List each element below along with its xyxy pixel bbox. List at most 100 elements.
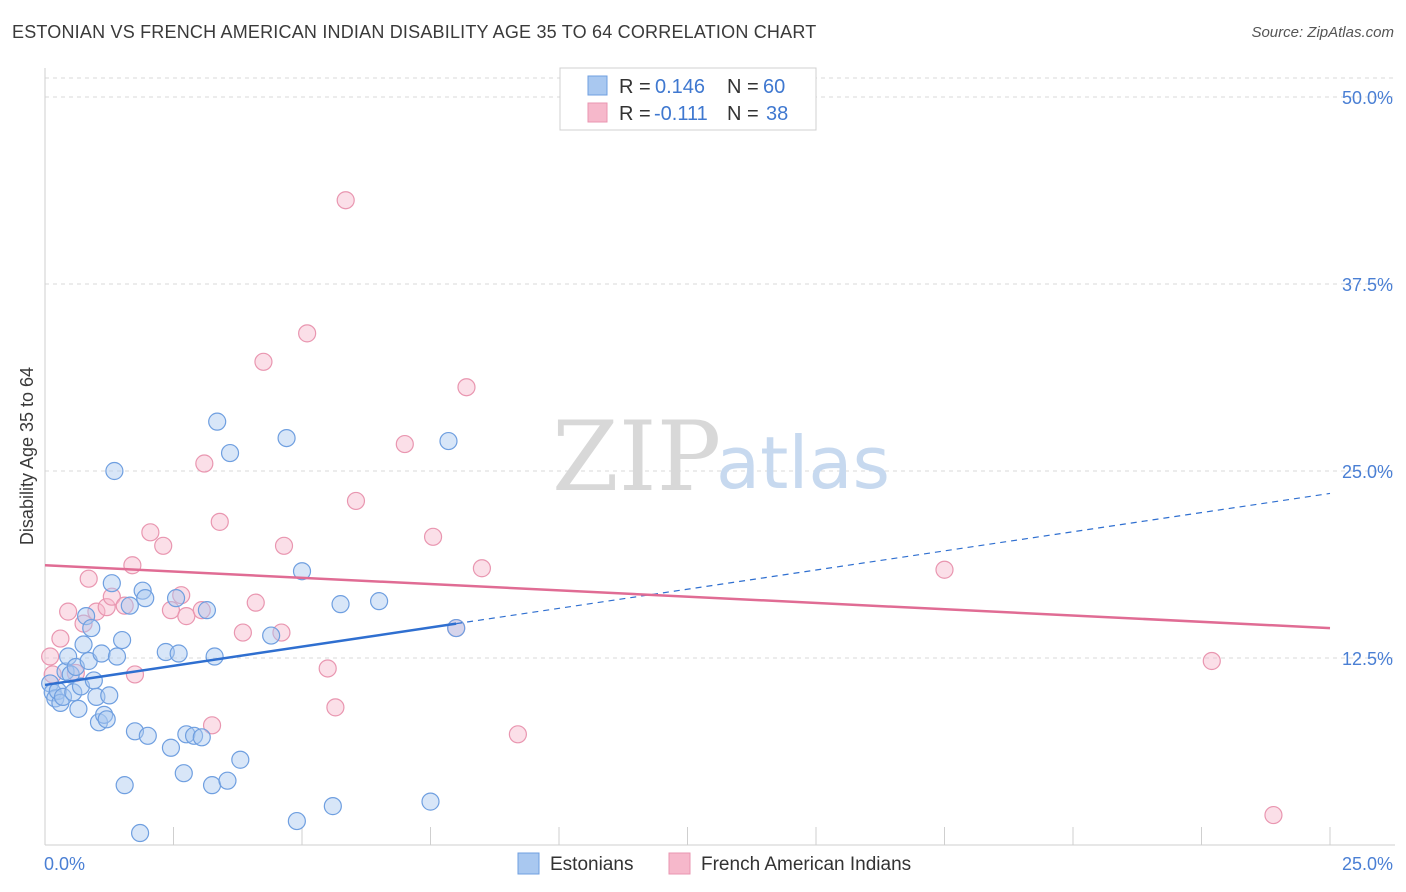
french-american-indian-point-26 [274, 536, 294, 555]
estonian-point-32 [133, 581, 152, 600]
estonian-point-22 [97, 710, 116, 729]
y-tick-label-1: 25.0% [1342, 462, 1393, 482]
legend-n-value-2: 38 [766, 103, 788, 125]
estonian-point-47 [218, 771, 237, 790]
french-american-indian-point-17 [177, 607, 196, 626]
legend-swatch-pink [587, 102, 608, 123]
estonian-point-24 [102, 574, 121, 593]
y-tick-label-3: 50.0% [1342, 88, 1393, 108]
stats-legend: R = 0.146 N = 60 R = -0.111 N = 38 [559, 67, 817, 131]
estonian-point-13 [74, 635, 93, 654]
estonian-point-26 [107, 647, 127, 666]
french-american-indian-point-37 [508, 725, 527, 744]
x-tick-label-right: 25.0% [1342, 854, 1393, 874]
french-american-indian-point-21 [210, 512, 229, 531]
y-axis-label: Disability Age 35 to 64 [17, 367, 37, 545]
french-american-indian-point-31 [346, 491, 366, 511]
estonian-point-33 [136, 589, 155, 608]
tick-labels: 12.5% 25.0% 37.5% 50.0% 0.0% 25.0% [44, 88, 1393, 874]
french-american-indian-point-9 [102, 587, 121, 606]
legend-n-value-1: 60 [763, 76, 785, 98]
bottom-legend-estonians: Estonians [550, 854, 633, 875]
estonian-point-34 [138, 726, 157, 745]
estonian-point-49 [231, 750, 250, 769]
french-american-indian-point-29 [326, 698, 345, 717]
x-tick-label-left: 0.0% [44, 854, 85, 874]
estonian-point-14 [77, 607, 96, 626]
estonian-point-36 [161, 738, 181, 757]
french-american-indian-point-30 [336, 191, 355, 210]
french-american-indian-point-22 [233, 623, 252, 642]
legend-r-value-2: -0.111 [654, 103, 708, 125]
estonian-point-31 [130, 823, 150, 843]
french-american-indian-point-19 [195, 454, 214, 473]
french-american-indian-point-35 [457, 378, 476, 397]
french-american-indian-point-25 [272, 623, 291, 642]
estonian-point-40 [177, 725, 196, 744]
estonian-point-23 [100, 686, 119, 705]
french-american-indian-point-11 [123, 556, 142, 575]
estonian-point-54 [323, 797, 342, 816]
french-american-indian-point-24 [254, 352, 273, 371]
french-american-indian-point-33 [423, 527, 443, 546]
estonian-point-28 [115, 776, 134, 795]
french-american-indian-point-27 [298, 324, 317, 343]
estonian-point-50 [262, 626, 281, 645]
french-american-indian-point-12 [125, 665, 145, 684]
french-american-indian-point-6 [79, 569, 98, 588]
legend-n-label-2: N = [727, 103, 759, 125]
estonian-point-56 [370, 592, 389, 611]
legend-r-label-1: R = [619, 76, 651, 98]
french-american-indian-point-3 [59, 602, 78, 621]
y-tick-label-0: 12.5% [1342, 649, 1393, 669]
estonian-point-41 [184, 726, 204, 745]
watermark-zip: ZIP [552, 401, 721, 513]
french-american-indian-point-2 [51, 629, 70, 648]
legend-r-value-1: 0.146 [655, 76, 705, 98]
estonian-point-58 [439, 431, 458, 451]
legend-n-label-1: N = [727, 76, 759, 98]
series-legend: Estonians French American Indians [517, 852, 911, 875]
estonian-point-43 [197, 601, 217, 620]
estonian-point-25 [105, 461, 124, 481]
estonian-point-5 [53, 687, 73, 706]
trend-french-american-indians [44, 563, 1331, 630]
french-american-indian-point-7 [87, 602, 106, 621]
french-american-indian-point-36 [472, 559, 491, 578]
trend-estonians-solid [44, 622, 457, 687]
bottom-legend-swatch-blue [517, 852, 540, 875]
estonian-point-6 [56, 662, 75, 681]
estonian-point-44 [202, 776, 222, 795]
estonian-point-53 [292, 562, 312, 581]
french-american-indian-point-16 [172, 586, 191, 605]
estonian-point-42 [192, 728, 211, 747]
estonian-point-37 [166, 589, 186, 608]
french-american-indian-point-23 [246, 593, 265, 612]
french-american-indian-point-13 [141, 523, 160, 542]
estonian-point-52 [287, 811, 306, 831]
french-american-indian-point-38 [935, 560, 954, 579]
grid-lines [45, 77, 1395, 659]
estonian-point-57 [421, 792, 440, 811]
y-tick-label-2: 37.5% [1342, 275, 1393, 295]
french-american-indian-point-20 [202, 716, 222, 735]
estonian-point-11 [69, 699, 88, 718]
french-american-indian-point-14 [154, 536, 173, 555]
estonian-point-29 [120, 596, 139, 615]
french-american-indian-point-32 [395, 434, 414, 454]
legend-swatch-blue [587, 75, 608, 96]
estonian-point-51 [277, 428, 296, 448]
estonian-point-38 [169, 644, 188, 663]
french-american-indian-point-0 [41, 647, 60, 666]
legend-r-label-2: R = [619, 103, 651, 125]
estonian-point-39 [174, 764, 193, 783]
series-french-american-indians [41, 191, 1283, 825]
french-american-indian-point-39 [1202, 651, 1221, 671]
french-american-indian-point-18 [192, 601, 211, 620]
bottom-legend-french-american-indians: French American Indians [701, 854, 911, 875]
watermark-atlas: atlas [716, 421, 890, 505]
french-american-indian-point-40 [1264, 805, 1283, 825]
estonian-point-45 [205, 647, 224, 666]
trend-estonians-dashed [456, 492, 1331, 625]
